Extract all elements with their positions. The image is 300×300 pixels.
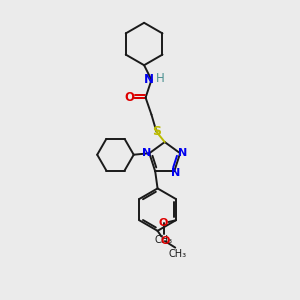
Text: N: N xyxy=(178,148,187,158)
Text: H: H xyxy=(156,72,165,85)
Text: S: S xyxy=(152,125,161,138)
Text: CH₃: CH₃ xyxy=(154,235,172,245)
Text: CH₃: CH₃ xyxy=(168,249,186,259)
Text: N: N xyxy=(144,74,154,86)
Text: O: O xyxy=(160,236,170,246)
Text: O: O xyxy=(159,218,168,228)
Text: N: N xyxy=(142,148,152,158)
Text: N: N xyxy=(171,167,180,178)
Text: O: O xyxy=(124,91,134,104)
